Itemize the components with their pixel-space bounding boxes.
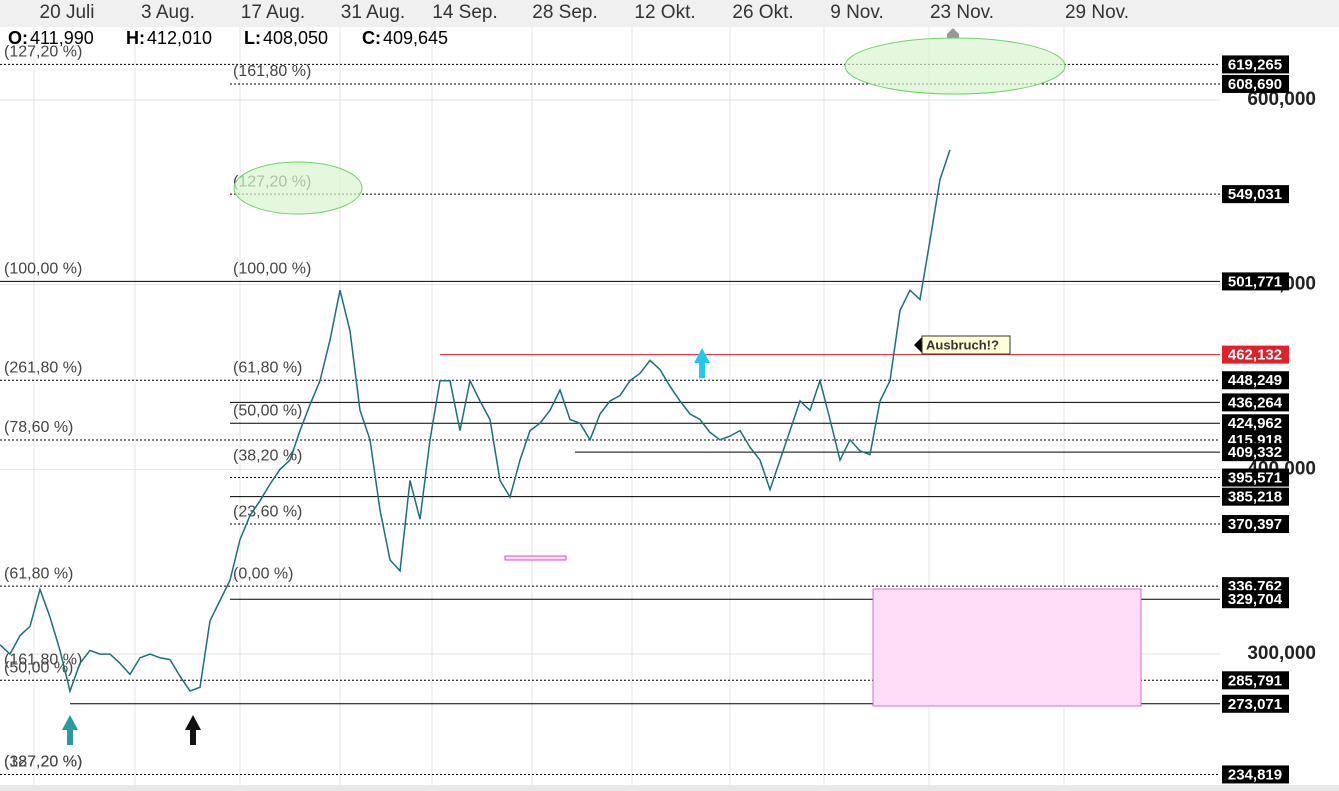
fib-label: (161,80 %) xyxy=(233,63,311,80)
x-tick-label: 3 Aug. xyxy=(141,2,195,23)
price-tag xyxy=(1222,590,1289,609)
fib-label: (127,20 %) xyxy=(4,754,82,771)
price-tag-label: 501,771 xyxy=(1228,273,1282,290)
price-tag-label: 234,819 xyxy=(1228,766,1282,783)
fib-label: (100,00 %) xyxy=(233,261,311,278)
price-tag-label: 608,690 xyxy=(1228,76,1282,93)
price-tag xyxy=(1222,443,1289,462)
x-tick-label: 14 Sep. xyxy=(432,2,498,23)
price-tag xyxy=(1222,765,1289,784)
fib-label: (38,20 %) xyxy=(233,448,302,465)
fib-label: (61,80 %) xyxy=(4,565,73,582)
x-tick-label: 23 Nov. xyxy=(930,2,994,23)
price-tag-label: 285,791 xyxy=(1228,672,1282,689)
price-tag-label: 329,704 xyxy=(1228,591,1283,608)
price-tag xyxy=(1222,74,1289,93)
fib-label: (78,60 %) xyxy=(4,419,73,436)
price-tag-label: 424,962 xyxy=(1228,415,1282,432)
fib-label: (161,80 %) xyxy=(4,652,82,669)
ohlc-value: 411,990 xyxy=(30,28,94,48)
price-tag-label: 385,218 xyxy=(1228,489,1282,506)
price-tag xyxy=(1222,487,1289,506)
price-tag-label: 395,571 xyxy=(1228,470,1282,487)
fib-label: (127,20 %) xyxy=(4,44,82,61)
price-tag-label: 436,264 xyxy=(1228,394,1283,411)
annotation: Ausbruch!? xyxy=(926,337,999,352)
x-tick-label: 31 Aug. xyxy=(341,2,405,23)
y-tick-label: 300,000 xyxy=(1247,643,1316,664)
arrow-up xyxy=(185,715,201,745)
marker xyxy=(947,28,959,38)
annotation-box xyxy=(921,335,1011,355)
ohlc-header: O: 411,990 H: 412,010 L: 408,050 C: 409,645 xyxy=(8,28,448,48)
ohlc-key: H: xyxy=(126,28,145,48)
ohlc-value: 409,645 xyxy=(383,28,448,48)
ohlc-key: O: xyxy=(8,28,28,48)
price-tag xyxy=(1222,345,1289,364)
ohlc-value: 408,050 xyxy=(263,28,328,48)
fib-label: (50,00 %) xyxy=(233,402,302,419)
price-tags: 300,000400,000500,000600,000619,265608,6… xyxy=(1222,55,1316,784)
price-tag-label: 370,397 xyxy=(1228,516,1282,533)
price-tag xyxy=(1222,272,1289,291)
x-tick-label: 26 Okt. xyxy=(732,2,793,23)
target-ellipse xyxy=(233,161,363,215)
price-tag xyxy=(1222,55,1289,74)
annotation-pointer xyxy=(914,337,922,353)
price-tag-label: 448,249 xyxy=(1228,372,1282,389)
x-tick-label: 12 Okt. xyxy=(634,2,695,23)
price-tag xyxy=(1222,185,1289,204)
fib-label: (61,80 %) xyxy=(233,359,302,376)
fib-label: (261,80 %) xyxy=(4,359,82,376)
fib-label: (100,00 %) xyxy=(4,261,82,278)
price-tag xyxy=(1222,468,1289,487)
price-tag-label: 619,265 xyxy=(1228,56,1282,73)
price-tag xyxy=(1222,393,1289,412)
price-tag xyxy=(1222,694,1289,713)
bottom-bar xyxy=(0,785,1339,791)
zone-box xyxy=(504,555,567,561)
ohlc-value: 412,010 xyxy=(147,28,212,48)
ohlc-key: L: xyxy=(244,28,261,48)
fib-label: (23,60 %) xyxy=(233,503,302,520)
price-tag xyxy=(1222,414,1289,433)
arrow-up xyxy=(62,715,78,745)
fib-label: (0,00 %) xyxy=(233,565,293,582)
x-tick-label: 17 Aug. xyxy=(241,2,305,23)
price-tag xyxy=(1222,371,1289,390)
arrow-up xyxy=(694,348,710,378)
date-bar xyxy=(0,0,1339,27)
price-tag-label: 273,071 xyxy=(1228,696,1282,713)
price-line xyxy=(0,149,951,694)
x-tick-label: 20 Juli xyxy=(40,2,95,23)
price-tag xyxy=(1222,515,1289,534)
fib-label: (387,20 %) xyxy=(4,754,82,771)
series xyxy=(0,149,951,694)
target-ellipse xyxy=(844,37,1066,95)
ohlc-key: C: xyxy=(362,28,381,48)
x-tick-label: 29 Nov. xyxy=(1065,2,1129,23)
fib-label: (50,00 %) xyxy=(4,660,73,677)
price-tag xyxy=(1222,671,1289,690)
price-tag-label: 409,332 xyxy=(1228,444,1282,461)
price-tag-label: 549,031 xyxy=(1228,186,1282,203)
y-tick-label: 600,000 xyxy=(1247,89,1316,110)
price-tag-label: 462,132 xyxy=(1228,347,1282,364)
zone-box xyxy=(872,588,1142,707)
x-tick-label: 9 Nov. xyxy=(830,2,884,23)
x-tick-label: 28 Sep. xyxy=(532,2,598,23)
